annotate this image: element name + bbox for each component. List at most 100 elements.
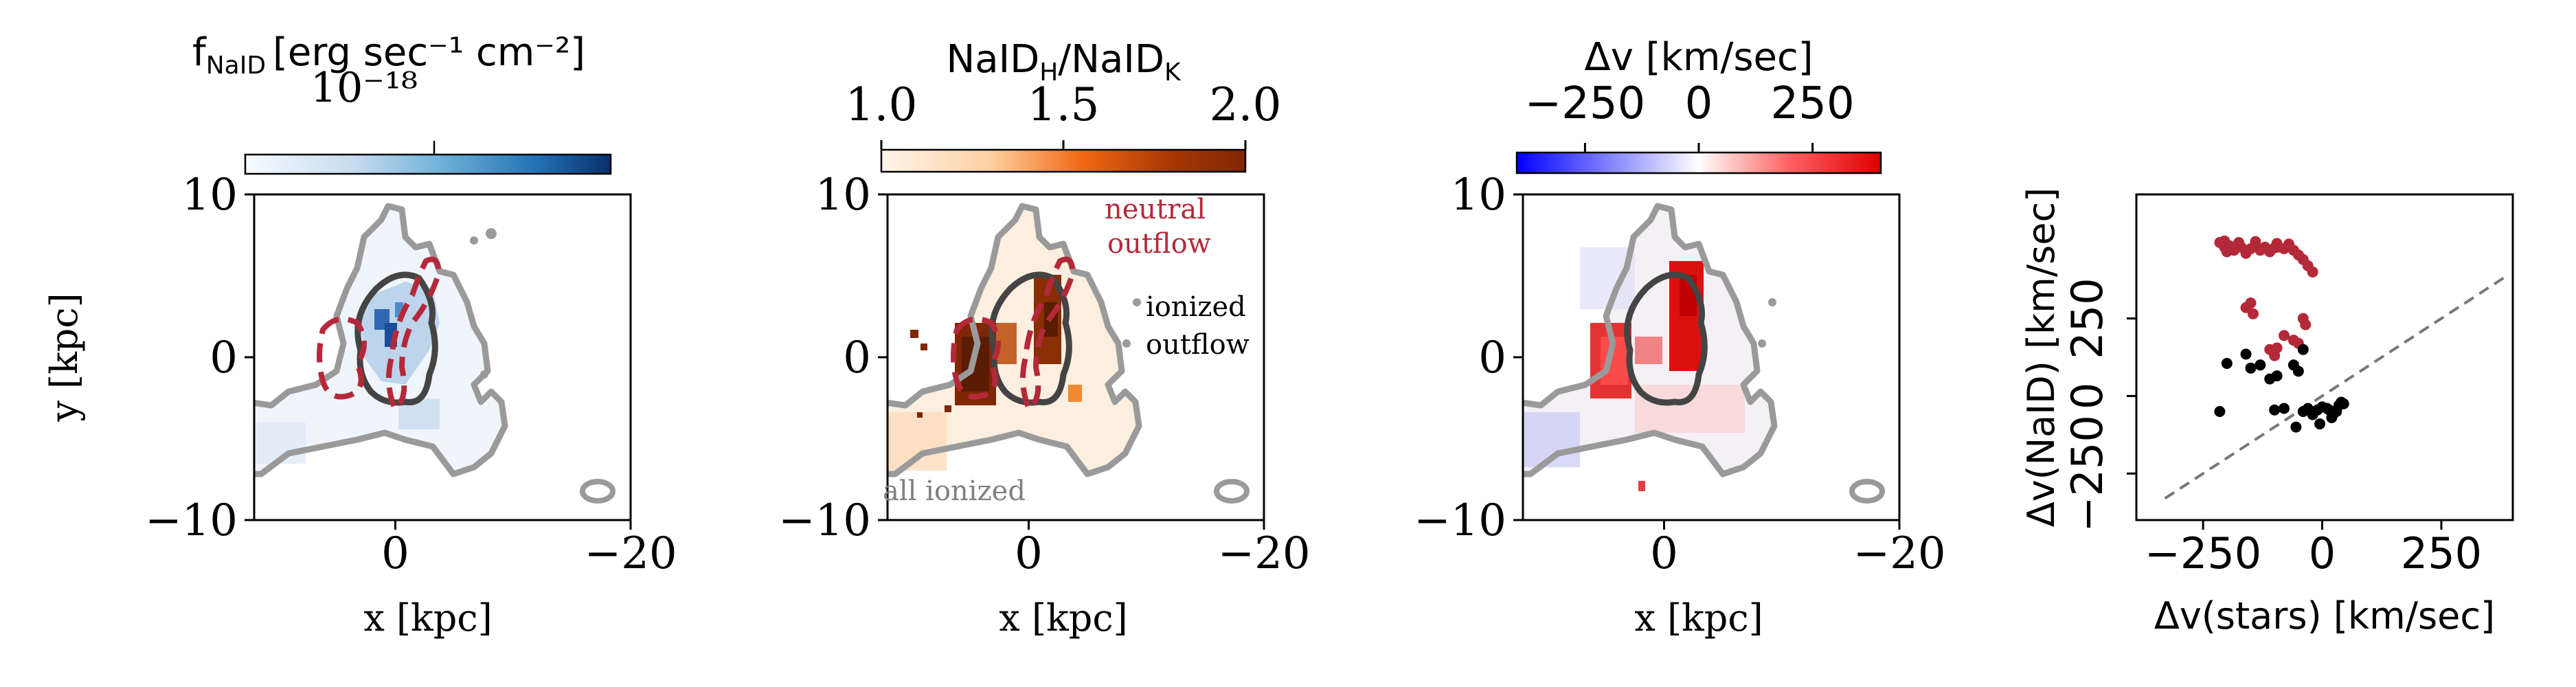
neutral-point [2271,238,2283,249]
neutral-point [2279,330,2290,341]
x-tick-label: 0 [381,528,409,579]
axes2-xlabel: x [kpc] [999,596,1127,640]
x-tick-label: 250 [2401,528,2482,578]
y-tick-label: 0 [1478,333,1506,383]
annotation-neutral-outflow: outflow [1107,228,1211,260]
map2-pixel [910,330,918,338]
map2-gray-contour [888,203,1142,477]
map1-neutral-contour [317,316,367,400]
map1-gray-dot [486,228,497,239]
colorbar3-title: Δv [km/sec] [1584,35,1813,80]
map3-pink-patch [1635,385,1745,433]
x-tick-label: −20 [1853,528,1945,579]
x-tick-label: −20 [584,528,677,579]
colorbar1 [244,153,612,175]
map1-gray-dot [480,370,488,379]
y-tick-label: 0 [2062,383,2112,409]
x-tick-label: 0 [1015,528,1043,579]
axes4-ticks: −250 0 250 −250 0 250 [2062,278,2482,578]
ionized-point [2271,370,2283,382]
y-tick-label: −250 [2062,415,2112,532]
map3-ionized-contour [1624,271,1708,406]
x-tick-label: −20 [1217,528,1310,579]
panel-naid-velocity: Δv [km/sec] −250 0 250 0 −20 10 0 −10 x [kpc] [1414,35,1946,640]
ionized-point [2297,406,2309,417]
neutral-point [2300,319,2312,330]
y-tick-label: 10 [815,170,871,221]
neutral-point [2219,235,2230,247]
one-to-one-line [2164,275,2507,500]
scatter-points [2214,235,2349,433]
map3-red-pixel [1638,481,1645,491]
y-tick-label: 250 [2062,278,2112,359]
annotation-ionized-outflow: outflow [1146,329,1250,361]
annotation-neutral-outflow: neutral [1105,194,1206,225]
y-tick-label: −10 [1414,495,1506,546]
map2-pixel [917,412,923,418]
ionized-point [2240,348,2252,360]
colorbar-tick-label: 250 [1771,78,1855,129]
map3-blue-patch [1580,247,1635,309]
y-tick-label: 10 [182,170,238,221]
map2-gray-dot [1133,298,1141,306]
axes1-ticks: 0 −20 10 0 −10 [145,170,677,579]
axes1-xlabel: x [kpc] [363,596,492,640]
axes4-frame [2135,193,2514,521]
neutral-point [2221,246,2233,258]
y-tick-label: 0 [210,333,238,383]
map3-content [1523,203,1885,504]
colorbar-tick-label: 1.5 [1028,78,1100,131]
map2-pixel [920,344,927,350]
axes3-ticks: 0 −20 10 0 −10 [1414,170,1946,579]
colorbar-tick-label: 2.0 [1210,78,1282,131]
ionized-point [2279,403,2290,414]
map2-neutral-contour [1020,256,1076,414]
map2-content [888,203,1250,504]
axes4-ylabel: Δv(NaID) [km/sec] [2020,188,2063,527]
map1-core-emission [361,282,440,385]
x-tick-label: −250 [2145,528,2261,578]
map3-red-region [1635,337,1662,364]
map2-pixel [945,405,951,412]
map3-blue-patch [1523,412,1580,467]
axes3-xlabel: x [kpc] [1634,596,1763,640]
neutral-point [2307,266,2318,278]
map1-neutral-contour [386,256,442,414]
map3-gray-dot [1768,298,1776,306]
annotation-ionized-outflow: ionized [1146,291,1246,323]
map2-neutral-contour [951,316,1001,400]
y-tick-label: 10 [1451,170,1506,221]
axes2-ticks: 0 −20 10 0 −10 [778,170,1311,579]
neutral-point [2250,236,2261,247]
map3-gray-contour-blob [1849,479,1885,504]
map3-gray-dot [1758,339,1766,348]
ionized-point [2269,404,2281,416]
map1-gray-contour-blob [580,479,615,504]
neutral-point [2245,297,2257,308]
colorbar1-title: fNaID [erg sec⁻¹ cm⁻²] [192,30,585,80]
axes4-xlabel: Δv(stars) [km/sec] [2154,594,2495,638]
map3-gray-contour [1523,203,1778,477]
ionized-point [2338,398,2349,409]
map1-gray-contour [254,203,508,477]
colorbar1-scale-label: 10⁻¹⁸ [310,64,418,112]
y-tick-label: −10 [145,495,238,546]
panel-naid-flux: fNaID [erg sec⁻¹ cm⁻²] 10⁻¹⁸ 0− [43,30,677,640]
x-tick-label: 0 [1650,528,1678,579]
neutral-point [2247,308,2259,319]
annotation-all-ionized: all ionized [883,475,1026,507]
x-tick-label: 0 [2309,528,2336,578]
colorbar3-ticks: −250 0 250 [1524,78,1855,153]
map2-gray-dot [1122,339,1131,348]
neutral-point [2271,342,2283,354]
colorbar2-ticks: 1.0 1.5 2.0 [846,78,1282,150]
colorbar2 [880,148,1247,173]
y-tick-label: 0 [843,333,871,383]
ionized-point [2255,359,2266,371]
ionized-point [2331,406,2342,417]
colorbar3 [1515,151,1882,174]
ionized-point [2314,418,2326,430]
ionized-point [2245,362,2257,374]
y-tick-label: −10 [778,495,871,546]
